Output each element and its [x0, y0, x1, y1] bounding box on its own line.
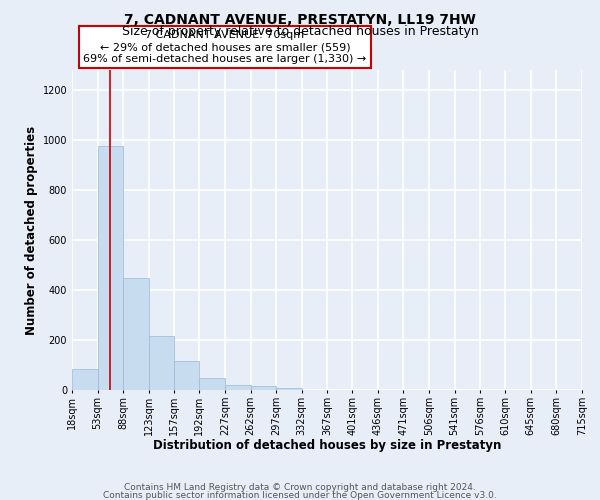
Bar: [149, 336, 174, 390]
Bar: [98, 146, 123, 390]
Bar: [199, 378, 225, 390]
X-axis label: Distribution of detached houses by size in Prestatyn: Distribution of detached houses by size …: [153, 439, 501, 452]
Text: 7, CADNANT AVENUE, PRESTATYN, LL19 7HW: 7, CADNANT AVENUE, PRESTATYN, LL19 7HW: [124, 12, 476, 26]
Bar: [225, 384, 251, 390]
Text: Contains HM Land Registry data © Crown copyright and database right 2024.: Contains HM Land Registry data © Crown c…: [124, 484, 476, 492]
Text: 7 CADNANT AVENUE: 70sqm
← 29% of detached houses are smaller (559)
69% of semi-d: 7 CADNANT AVENUE: 70sqm ← 29% of detache…: [83, 30, 367, 64]
Bar: [123, 278, 149, 390]
Text: Size of property relative to detached houses in Prestatyn: Size of property relative to detached ho…: [122, 25, 478, 38]
Bar: [276, 388, 302, 390]
Y-axis label: Number of detached properties: Number of detached properties: [25, 126, 38, 334]
Bar: [174, 361, 199, 390]
Bar: [72, 369, 98, 390]
Bar: [251, 386, 276, 390]
Text: Contains public sector information licensed under the Open Government Licence v3: Contains public sector information licen…: [103, 491, 497, 500]
